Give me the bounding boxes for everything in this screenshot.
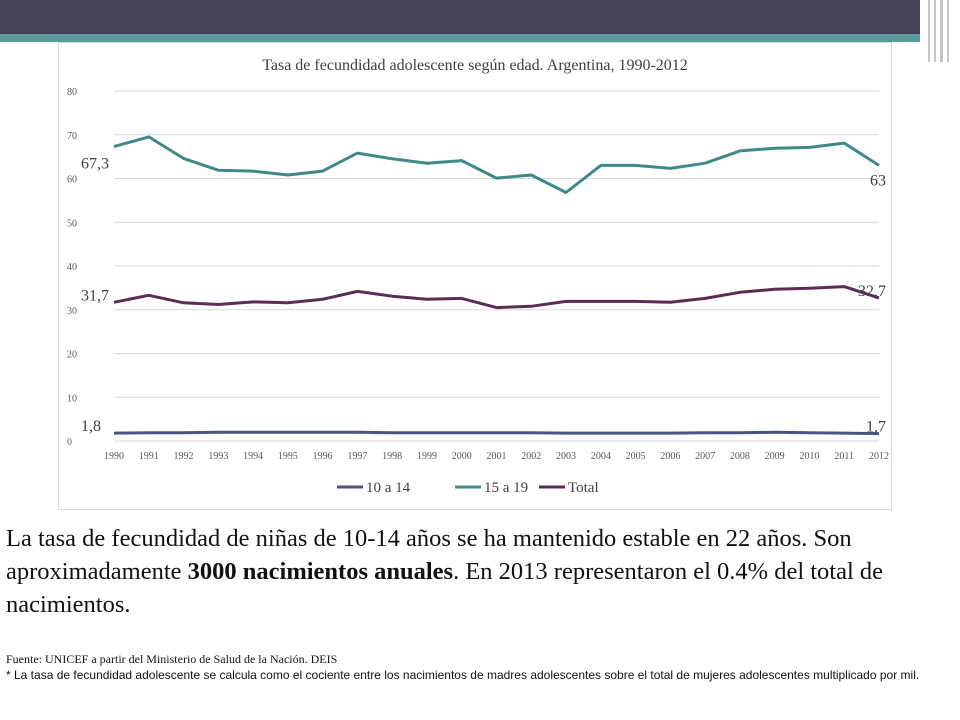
x-tick-label: 2008 [730, 451, 750, 462]
x-tick-label: 1992 [174, 451, 194, 462]
chart-container: Tasa de fecundidad adolescente según eda… [58, 42, 892, 510]
y-tick-label: 80 [67, 87, 77, 98]
main-text-part1: La tasa de fecundidad de niñas de 10-14 … [6, 525, 852, 585]
data-label-end: 63 [870, 172, 886, 189]
y-tick-label: 0 [67, 437, 72, 448]
data-label-end: 1,7 [866, 419, 886, 436]
x-tick-label: 2010 [799, 451, 819, 462]
series-line-15-a-19 [113, 135, 880, 194]
x-tick-label: 2007 [695, 451, 715, 462]
x-tick-label: 2004 [591, 451, 611, 462]
x-tick-label: 1990 [104, 451, 124, 462]
x-tick-label: 1999 [417, 451, 437, 462]
legend-label: 10 a 14 [366, 480, 411, 496]
y-tick-label: 30 [67, 306, 77, 317]
x-tick-label: 1991 [139, 451, 159, 462]
x-tick-label: 1995 [278, 451, 298, 462]
legend-label: 15 a 19 [484, 480, 528, 496]
x-tick-label: 2003 [556, 451, 576, 462]
source-notes: Fuente: UNICEF a partir del Ministerio d… [6, 651, 946, 683]
data-label-start: 67,3 [81, 156, 109, 173]
x-tick-label: 1998 [382, 451, 402, 462]
accent-strip [0, 34, 960, 42]
x-tick-label: 2012 [869, 451, 889, 462]
header-bar [0, 0, 960, 34]
x-tick-label: 1993 [208, 451, 228, 462]
data-label-start: 31,7 [81, 287, 109, 304]
x-tick-label: 1994 [243, 451, 263, 462]
y-tick-label: 20 [67, 350, 77, 361]
series-line-total [113, 285, 880, 310]
y-tick-label: 50 [67, 218, 77, 229]
x-tick-label: 2001 [487, 451, 507, 462]
y-tick-label: 40 [67, 262, 77, 273]
line-chart: Tasa de fecundidad adolescente según eda… [67, 57, 889, 496]
y-tick-label: 10 [67, 393, 77, 404]
y-tick-label: 60 [67, 175, 77, 186]
x-tick-label: 2009 [765, 451, 785, 462]
x-tick-label: 2002 [521, 451, 541, 462]
data-label-start: 1,8 [81, 418, 101, 435]
y-tick-label: 70 [67, 131, 77, 142]
chart-title: Tasa de fecundidad adolescente según eda… [262, 57, 688, 74]
x-tick-label: 2006 [660, 451, 680, 462]
footnote-text: * La tasa de fecundidad adolescente se c… [6, 668, 920, 682]
main-text-highlight: 3000 nacimientos anuales [187, 558, 454, 585]
x-tick-label: 2000 [452, 451, 472, 462]
legend-label: Total [568, 480, 599, 496]
x-tick-label: 1997 [347, 451, 367, 462]
main-statement: La tasa de fecundidad de niñas de 10-14 … [6, 522, 954, 621]
x-tick-label: 2005 [626, 451, 646, 462]
x-tick-label: 1996 [313, 451, 333, 462]
series-line-10-a-14 [113, 430, 880, 436]
x-tick-label: 2011 [834, 451, 854, 462]
corner-decoration [920, 0, 960, 62]
source-text: Fuente: UNICEF a partir del Ministerio d… [6, 652, 338, 666]
main-text-part2: . En 2013 representaron el 0.4% del tota… [6, 558, 884, 618]
data-label-end: 32,7 [858, 283, 886, 300]
